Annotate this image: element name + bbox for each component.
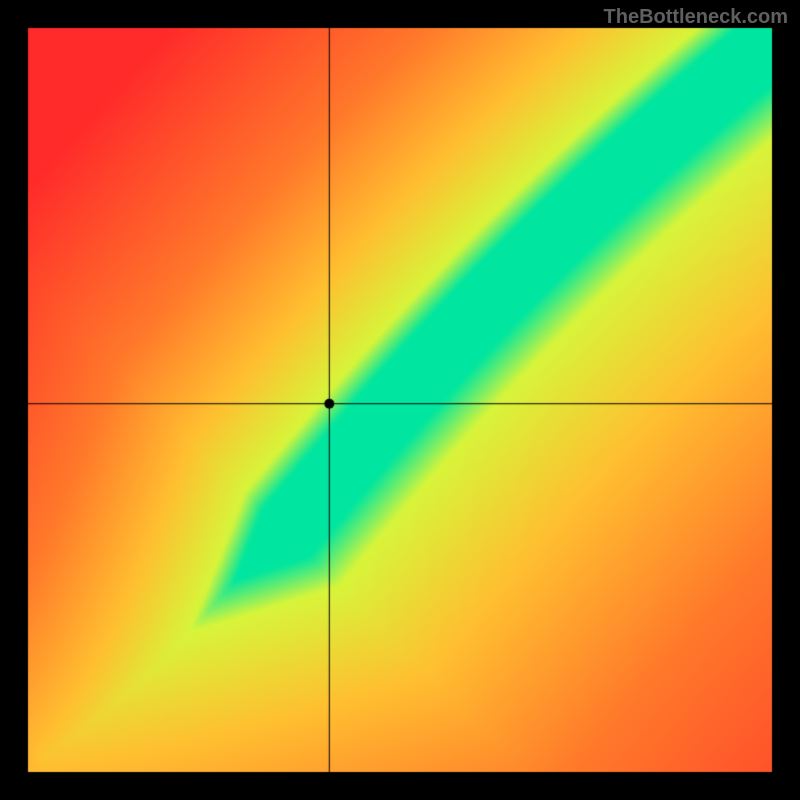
heatmap-canvas (0, 0, 800, 800)
chart-container: TheBottleneck.com (0, 0, 800, 800)
watermark-text: TheBottleneck.com (604, 6, 788, 29)
